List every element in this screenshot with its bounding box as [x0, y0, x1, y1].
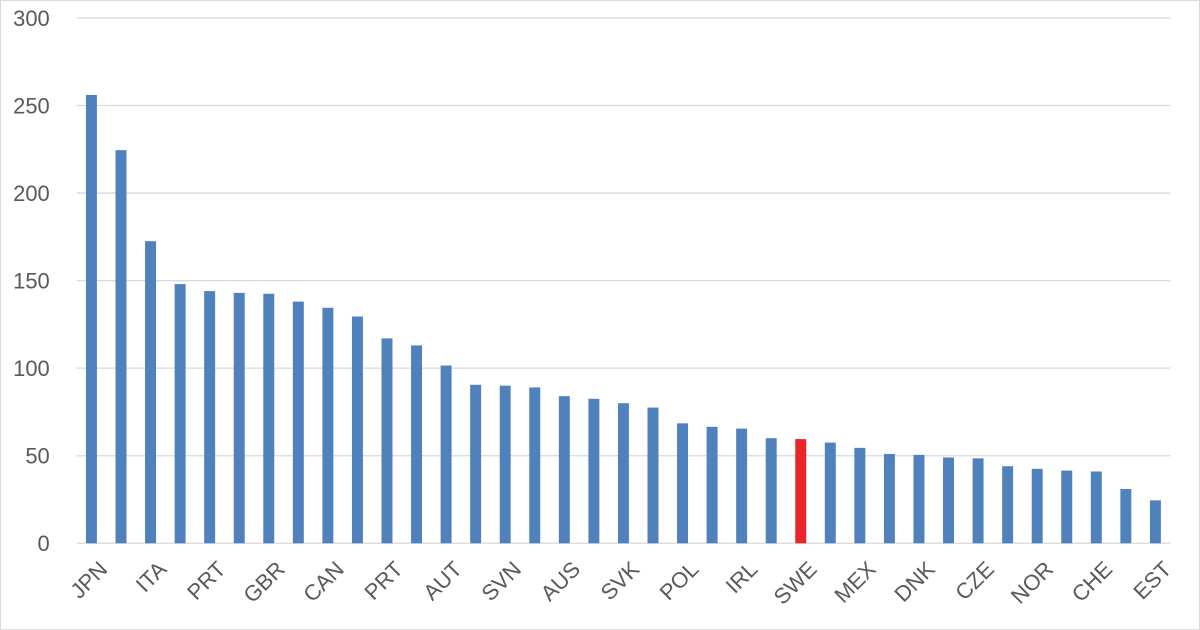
bar [706, 426, 718, 544]
bar [677, 423, 689, 544]
x-tick-label: SWE [769, 556, 822, 609]
bar [263, 293, 275, 544]
x-tick-label: CAN [298, 556, 348, 606]
bar [204, 291, 216, 544]
bar [617, 403, 629, 544]
bar [1120, 488, 1132, 544]
bars [85, 94, 1161, 544]
bar [1061, 470, 1073, 544]
x-tick-label: SVK [596, 556, 645, 605]
bar [115, 150, 127, 544]
bar [854, 447, 866, 544]
x-tick-label: ITA [131, 556, 172, 597]
x-tick-label: CHE [1067, 556, 1117, 606]
x-tick-label: MEX [829, 556, 881, 608]
bar [943, 457, 955, 544]
bar [765, 438, 777, 544]
bar [351, 316, 363, 544]
y-tick-label: 250 [13, 93, 50, 118]
bar-highlighted [795, 439, 807, 544]
bar [1002, 466, 1014, 544]
bar [499, 385, 511, 544]
bar [824, 442, 836, 544]
x-tick-label: EST [1128, 556, 1176, 604]
bar [913, 454, 925, 544]
bar [529, 387, 541, 544]
bar [440, 365, 452, 544]
bar [470, 384, 482, 544]
bar [85, 94, 97, 544]
bar [174, 284, 186, 544]
gridlines [76, 17, 1171, 544]
y-axis-tick-labels: 0 50 100 150 200 250 300 [13, 6, 50, 556]
x-tick-label: PRT [359, 556, 407, 604]
y-tick-label: 200 [13, 181, 50, 206]
x-tick-label: AUT [418, 556, 467, 605]
x-tick-label: POL [655, 556, 704, 605]
bar [972, 458, 984, 544]
x-tick-label: SVN [476, 556, 526, 606]
x-tick-label: CZE [950, 556, 999, 605]
x-tick-label: JPN [65, 556, 112, 603]
x-tick-label: DNK [889, 556, 940, 607]
bar [381, 338, 393, 544]
bar [145, 241, 157, 544]
bar [1149, 500, 1161, 544]
bar [883, 453, 895, 544]
y-tick-label: 50 [25, 444, 49, 469]
bar [736, 428, 748, 544]
bar [647, 407, 659, 544]
x-axis-tick-labels: JPN ITA PRT GBR CAN PRT AUT SVN AUS SVK POL IRL SWE M… [65, 556, 1176, 609]
bar [558, 396, 570, 544]
y-tick-label: 150 [13, 269, 50, 294]
bar [588, 398, 600, 544]
bar [411, 345, 423, 544]
x-tick-label: NOR [1006, 556, 1058, 608]
y-tick-label: 300 [13, 6, 50, 31]
x-tick-label: GBR [238, 556, 289, 607]
x-tick-label: AUS [536, 556, 586, 606]
bar [292, 301, 304, 544]
bar [322, 307, 334, 544]
x-tick-label: IRL [721, 556, 763, 598]
bar [233, 292, 245, 544]
bar [1090, 471, 1102, 544]
x-tick-label: PRT [182, 556, 230, 604]
y-tick-label: 0 [38, 531, 50, 556]
y-tick-label: 100 [13, 356, 50, 381]
bar [1031, 468, 1043, 544]
